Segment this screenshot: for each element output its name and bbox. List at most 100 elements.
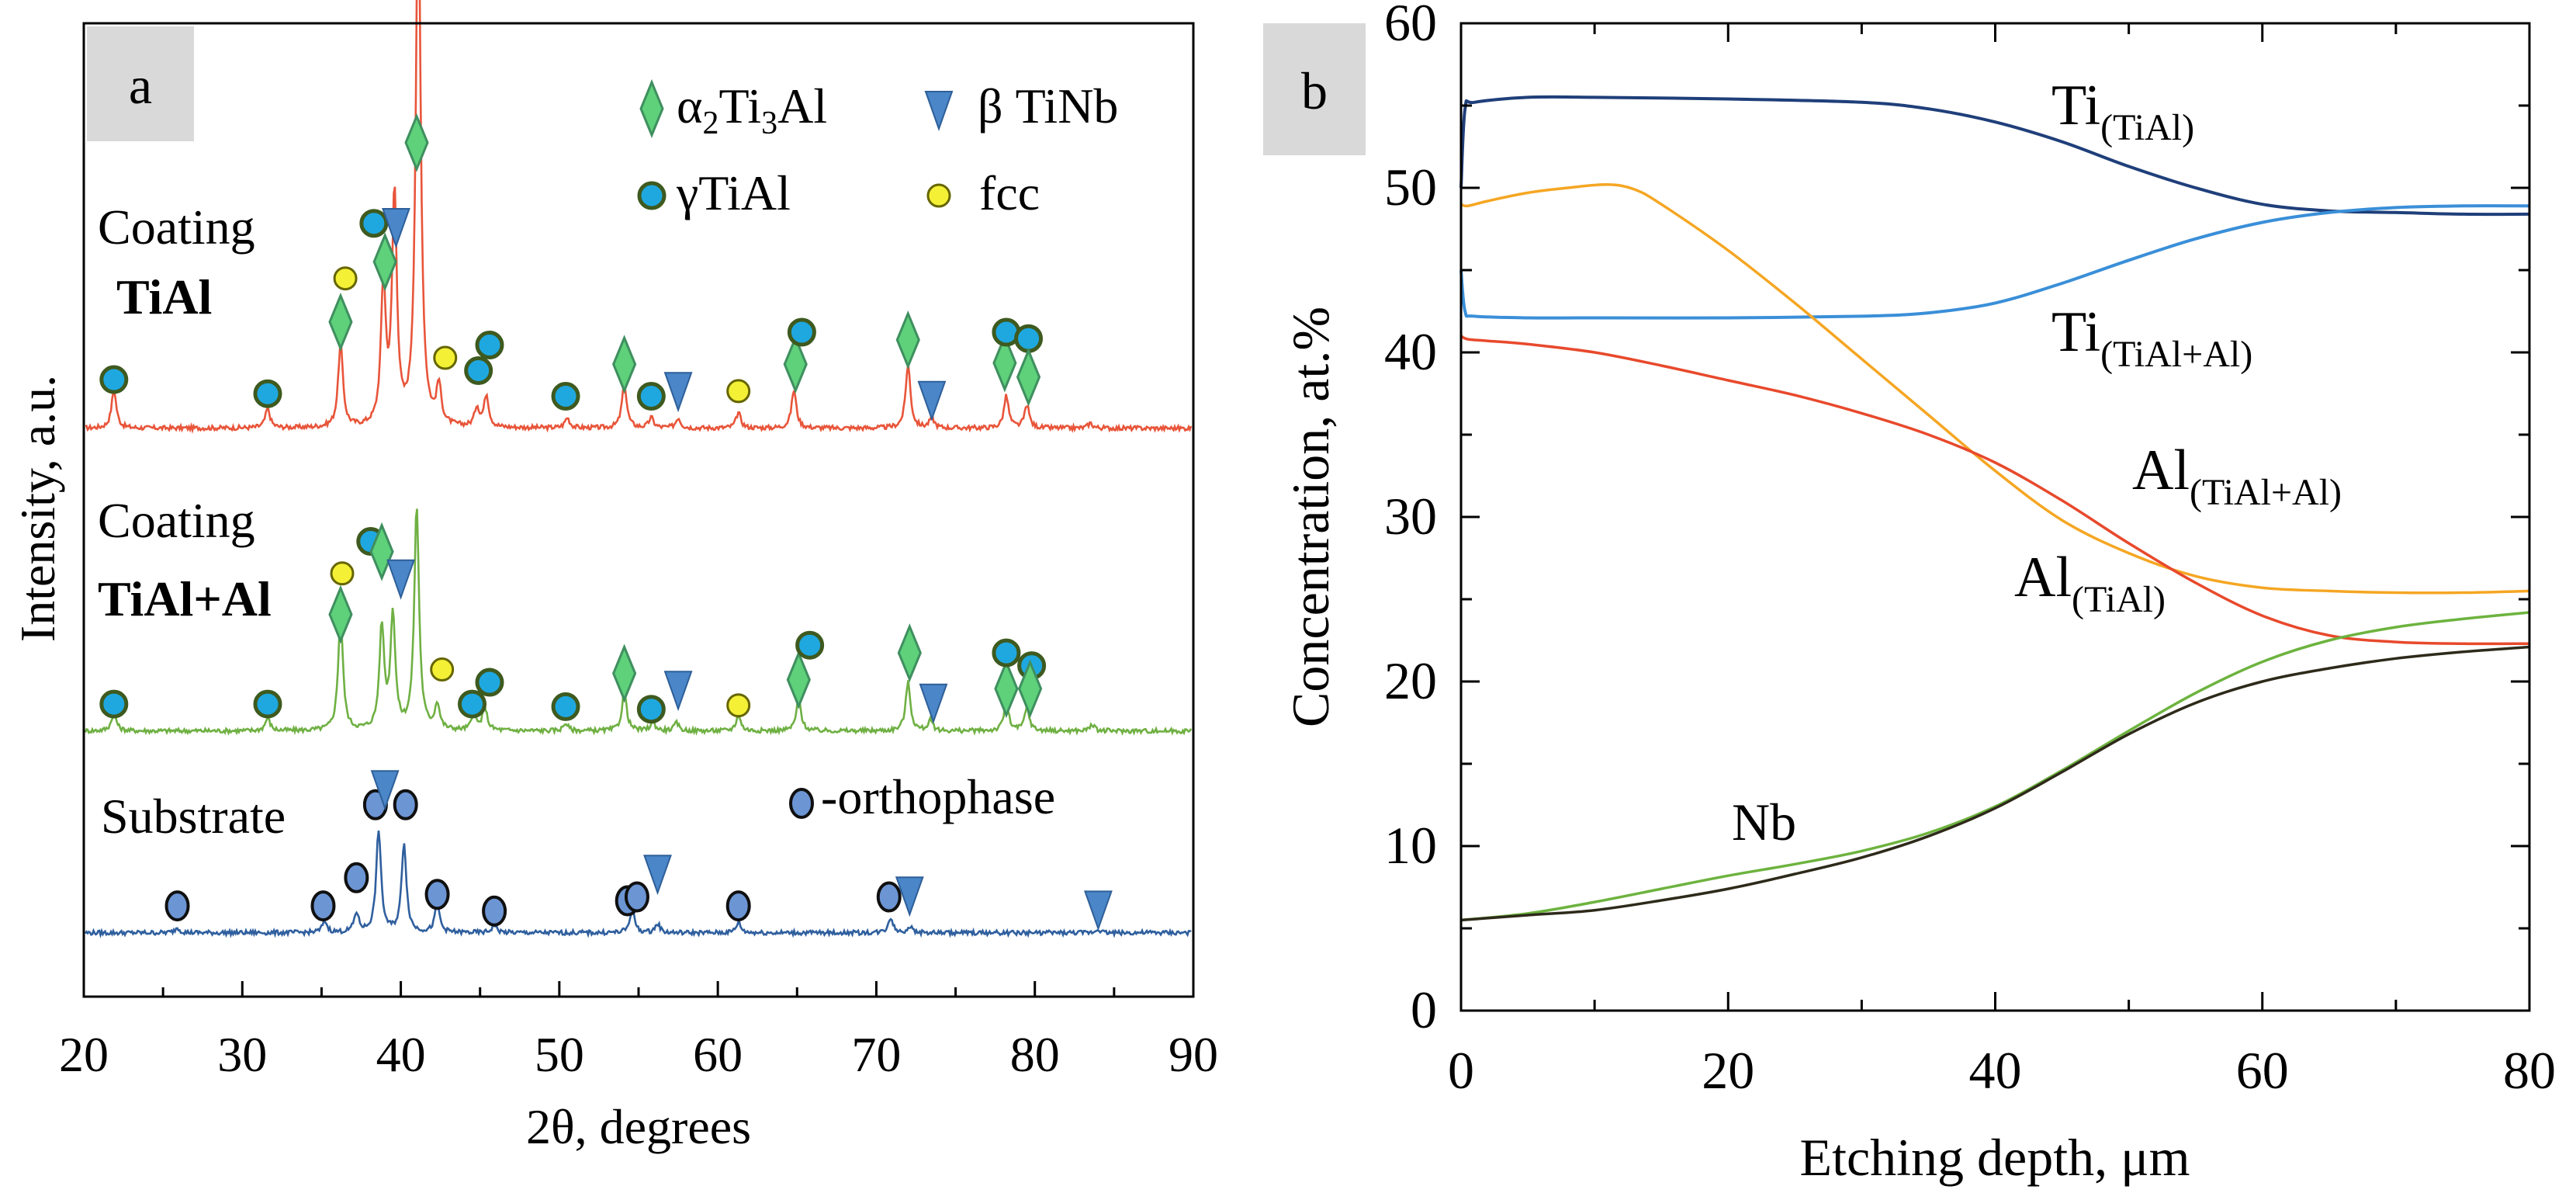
circle-shape [458,689,486,719]
curve-label-al-tial-al: Al(TiAl+Al) [2132,439,2342,513]
marker-beta-icon [924,91,954,131]
marker-gamma-icon [551,692,580,721]
marker-beta-icon [895,876,924,917]
ellipse-shape [164,890,190,922]
circle-shape [253,689,282,719]
marker-beta-icon [382,208,410,249]
concentration-series-al-tial-al [1460,183,2530,595]
xrd-x-tick-label: 20 [59,1027,109,1082]
circle-shape [787,317,816,347]
triangle-shape [924,91,954,131]
diamond-shape [895,310,920,369]
marker-gamma-icon [992,638,1021,668]
xrd-x-tick-label: 80 [1010,1027,1060,1082]
concentration-axis-ticks: 0 20 40 60 80 0 10 20 30 40 50 60 [1384,0,2556,1100]
circle-shape [464,356,493,385]
diamond-shape [404,113,429,172]
triangle-shape [643,855,672,896]
concentration-x-tick-label: 60 [2236,1041,2289,1100]
xrd-x-tick-label: 60 [693,1027,743,1082]
marker-alpha-icon [897,623,922,683]
marker-gamma-icon [458,689,486,719]
circle-shape [99,689,129,719]
ellipse-shape [310,890,336,922]
concentration-y-tick-label: 30 [1384,487,1437,546]
marker-gamma-icon [636,695,666,724]
triangle-shape [663,372,693,413]
concentration-y-tick-label: 50 [1384,158,1437,217]
ellipse-shape [725,890,751,922]
diamond-shape [994,659,1019,719]
concentration-series-nb-green [1460,611,2530,922]
panel-b-label: b [1301,61,1328,120]
xrd-marker-layer [99,113,1113,931]
ortho-legend-circle-icon [789,788,814,819]
xrd-x-tick-label: 40 [376,1027,426,1082]
diamond-shape [1017,659,1043,719]
marker-ortho-icon [310,890,336,922]
marker-fcc-icon [333,266,358,291]
legend-fcc-label: fcc [979,165,1040,220]
xrd-y-axis-label: Intensity, a.u. [10,375,65,642]
marker-alpha-icon [639,79,664,138]
legend-fcc-circle-icon [926,183,951,208]
concentration-series-ti-tial-al [1459,204,2530,320]
marker-gamma-icon [99,365,129,394]
marker-ortho-icon [482,895,507,927]
marker-ortho-icon [876,881,902,913]
circle-shape [637,181,667,210]
ellipse-shape [624,881,649,913]
marker-alpha-icon [611,643,637,703]
marker-fcc-icon [330,561,355,586]
xrd-legend: α2Ti3Al β TiNb γTiAl fcc [637,78,1118,220]
ellipse-shape [789,788,814,819]
concentration-y-tick-label: 0 [1411,980,1437,1039]
marker-fcc-icon [433,345,458,370]
marker-gamma-icon [253,379,282,408]
diamond-shape [328,292,353,352]
concentration-series-al-tial [1460,335,2530,646]
circle-shape [333,266,358,291]
concentration-series-nb-dark [1460,645,2530,922]
concentration-panel: 0 20 40 60 80 0 10 20 30 40 50 60 b Ti(TiAl) Ti(TiA… [1263,0,2556,1187]
series-label-tial-line2: TiAl [116,269,212,324]
diamond-shape [611,643,637,703]
triangle-shape [663,671,693,712]
marker-gamma-icon [787,317,816,347]
marker-gamma-icon [637,181,667,210]
marker-beta-icon [663,671,693,712]
circle-shape [430,657,455,682]
marker-alpha-icon [369,522,394,581]
marker-alpha-icon [611,335,637,394]
marker-gamma-icon [464,356,493,385]
series-label-tialal-line2: TiAl+Al [98,571,272,626]
curve-label-ti-tial-al: Ti(TiAl+Al) [2051,300,2252,375]
marker-ortho-icon [424,879,450,910]
marker-beta-icon [386,559,415,600]
series-label-tialal-line1: Coating [98,493,255,548]
marker-gamma-icon [359,209,389,238]
series-label-substrate: Substrate [101,789,286,844]
marker-alpha-icon [895,310,920,369]
concentration-x-axis-label: Etching depth, μm [1800,1128,2190,1187]
marker-beta-icon [919,683,948,724]
triangle-shape [1084,890,1113,931]
marker-alpha-icon [783,335,808,394]
marker-gamma-icon [636,382,666,411]
marker-gamma-icon [551,382,580,411]
xrd-x-tick-label: 70 [851,1027,901,1082]
panel-a-label-box [87,26,194,141]
marker-ortho-icon [344,862,369,893]
diamond-shape [786,650,811,709]
circle-shape [926,183,951,208]
xrd-series-substrate [84,830,1192,939]
marker-beta-icon [643,855,672,896]
marker-alpha-icon [1016,347,1041,407]
marker-alpha-icon [786,650,811,709]
triangle-shape [917,380,947,421]
triangle-shape [370,770,400,811]
curve-label-al-tial: Al(TiAl) [2014,546,2166,620]
legend-gamma-label: γTiAl [676,165,791,220]
concentration-y-tick-label: 20 [1384,651,1437,710]
concentration-x-tick-label: 40 [1969,1041,2022,1100]
